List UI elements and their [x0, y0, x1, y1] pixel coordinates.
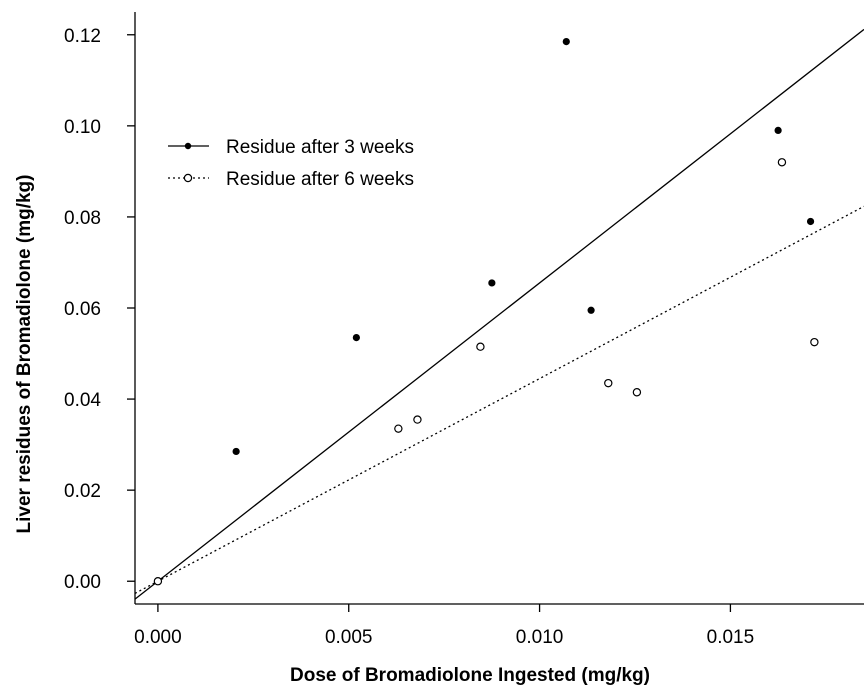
- x-tick-label: 0.015: [707, 627, 755, 648]
- y-tick-label: 0.00: [64, 572, 101, 593]
- point-6-weeks: [394, 424, 403, 433]
- legend-label-6-weeks: Residue after 6 weeks: [226, 169, 414, 190]
- legend: Residue after 3 weeks Residue after 6 we…: [168, 137, 414, 190]
- point-3-weeks: [806, 217, 815, 226]
- x-axis-title: Dose of Bromadiolone Ingested (mg/kg): [290, 665, 650, 686]
- fit-line-3-weeks: [134, 28, 864, 600]
- point-6-weeks: [632, 388, 642, 397]
- point-3-weeks: [562, 37, 570, 46]
- data-points: [153, 37, 819, 586]
- point-3-weeks: [488, 279, 496, 287]
- point-6-weeks: [604, 378, 613, 388]
- point-6-weeks: [777, 158, 787, 167]
- legend-marker-6-weeks: [183, 173, 193, 183]
- y-tick-label: 0.08: [64, 208, 101, 229]
- y-tick-label: 0.06: [64, 299, 101, 320]
- point-6-weeks: [810, 337, 819, 347]
- x-tick-label: 0.000: [134, 627, 182, 648]
- y-ticks: 0.00 0.02 0.04 0.06 0.08 0.10 0.12: [64, 26, 135, 593]
- axes: [134, 12, 864, 605]
- y-tick-label: 0.02: [64, 481, 101, 502]
- x-tick-label: 0.005: [325, 627, 373, 648]
- point-3-weeks: [352, 333, 360, 342]
- fit-line-6-weeks: [134, 205, 864, 594]
- y-axis-title: Liver residues of Bromadiolone (mg/kg): [14, 175, 35, 534]
- point-3-weeks: [232, 447, 240, 456]
- x-tick-label: 0.010: [516, 627, 564, 648]
- legend-marker-3-weeks: [184, 142, 192, 150]
- y-tick-label: 0.04: [64, 390, 101, 411]
- point-6-weeks: [476, 342, 485, 351]
- point-3-weeks: [774, 126, 782, 134]
- point-6-weeks: [413, 415, 422, 424]
- point-6-weeks: [153, 577, 163, 586]
- y-tick-label: 0.12: [64, 26, 101, 47]
- point-3-weeks: [587, 306, 595, 314]
- x-ticks: 0.000 0.005 0.010 0.015: [134, 604, 754, 648]
- legend-label-3-weeks: Residue after 3 weeks: [226, 137, 414, 158]
- y-tick-label: 0.10: [64, 117, 101, 138]
- fit-lines: [134, 28, 864, 600]
